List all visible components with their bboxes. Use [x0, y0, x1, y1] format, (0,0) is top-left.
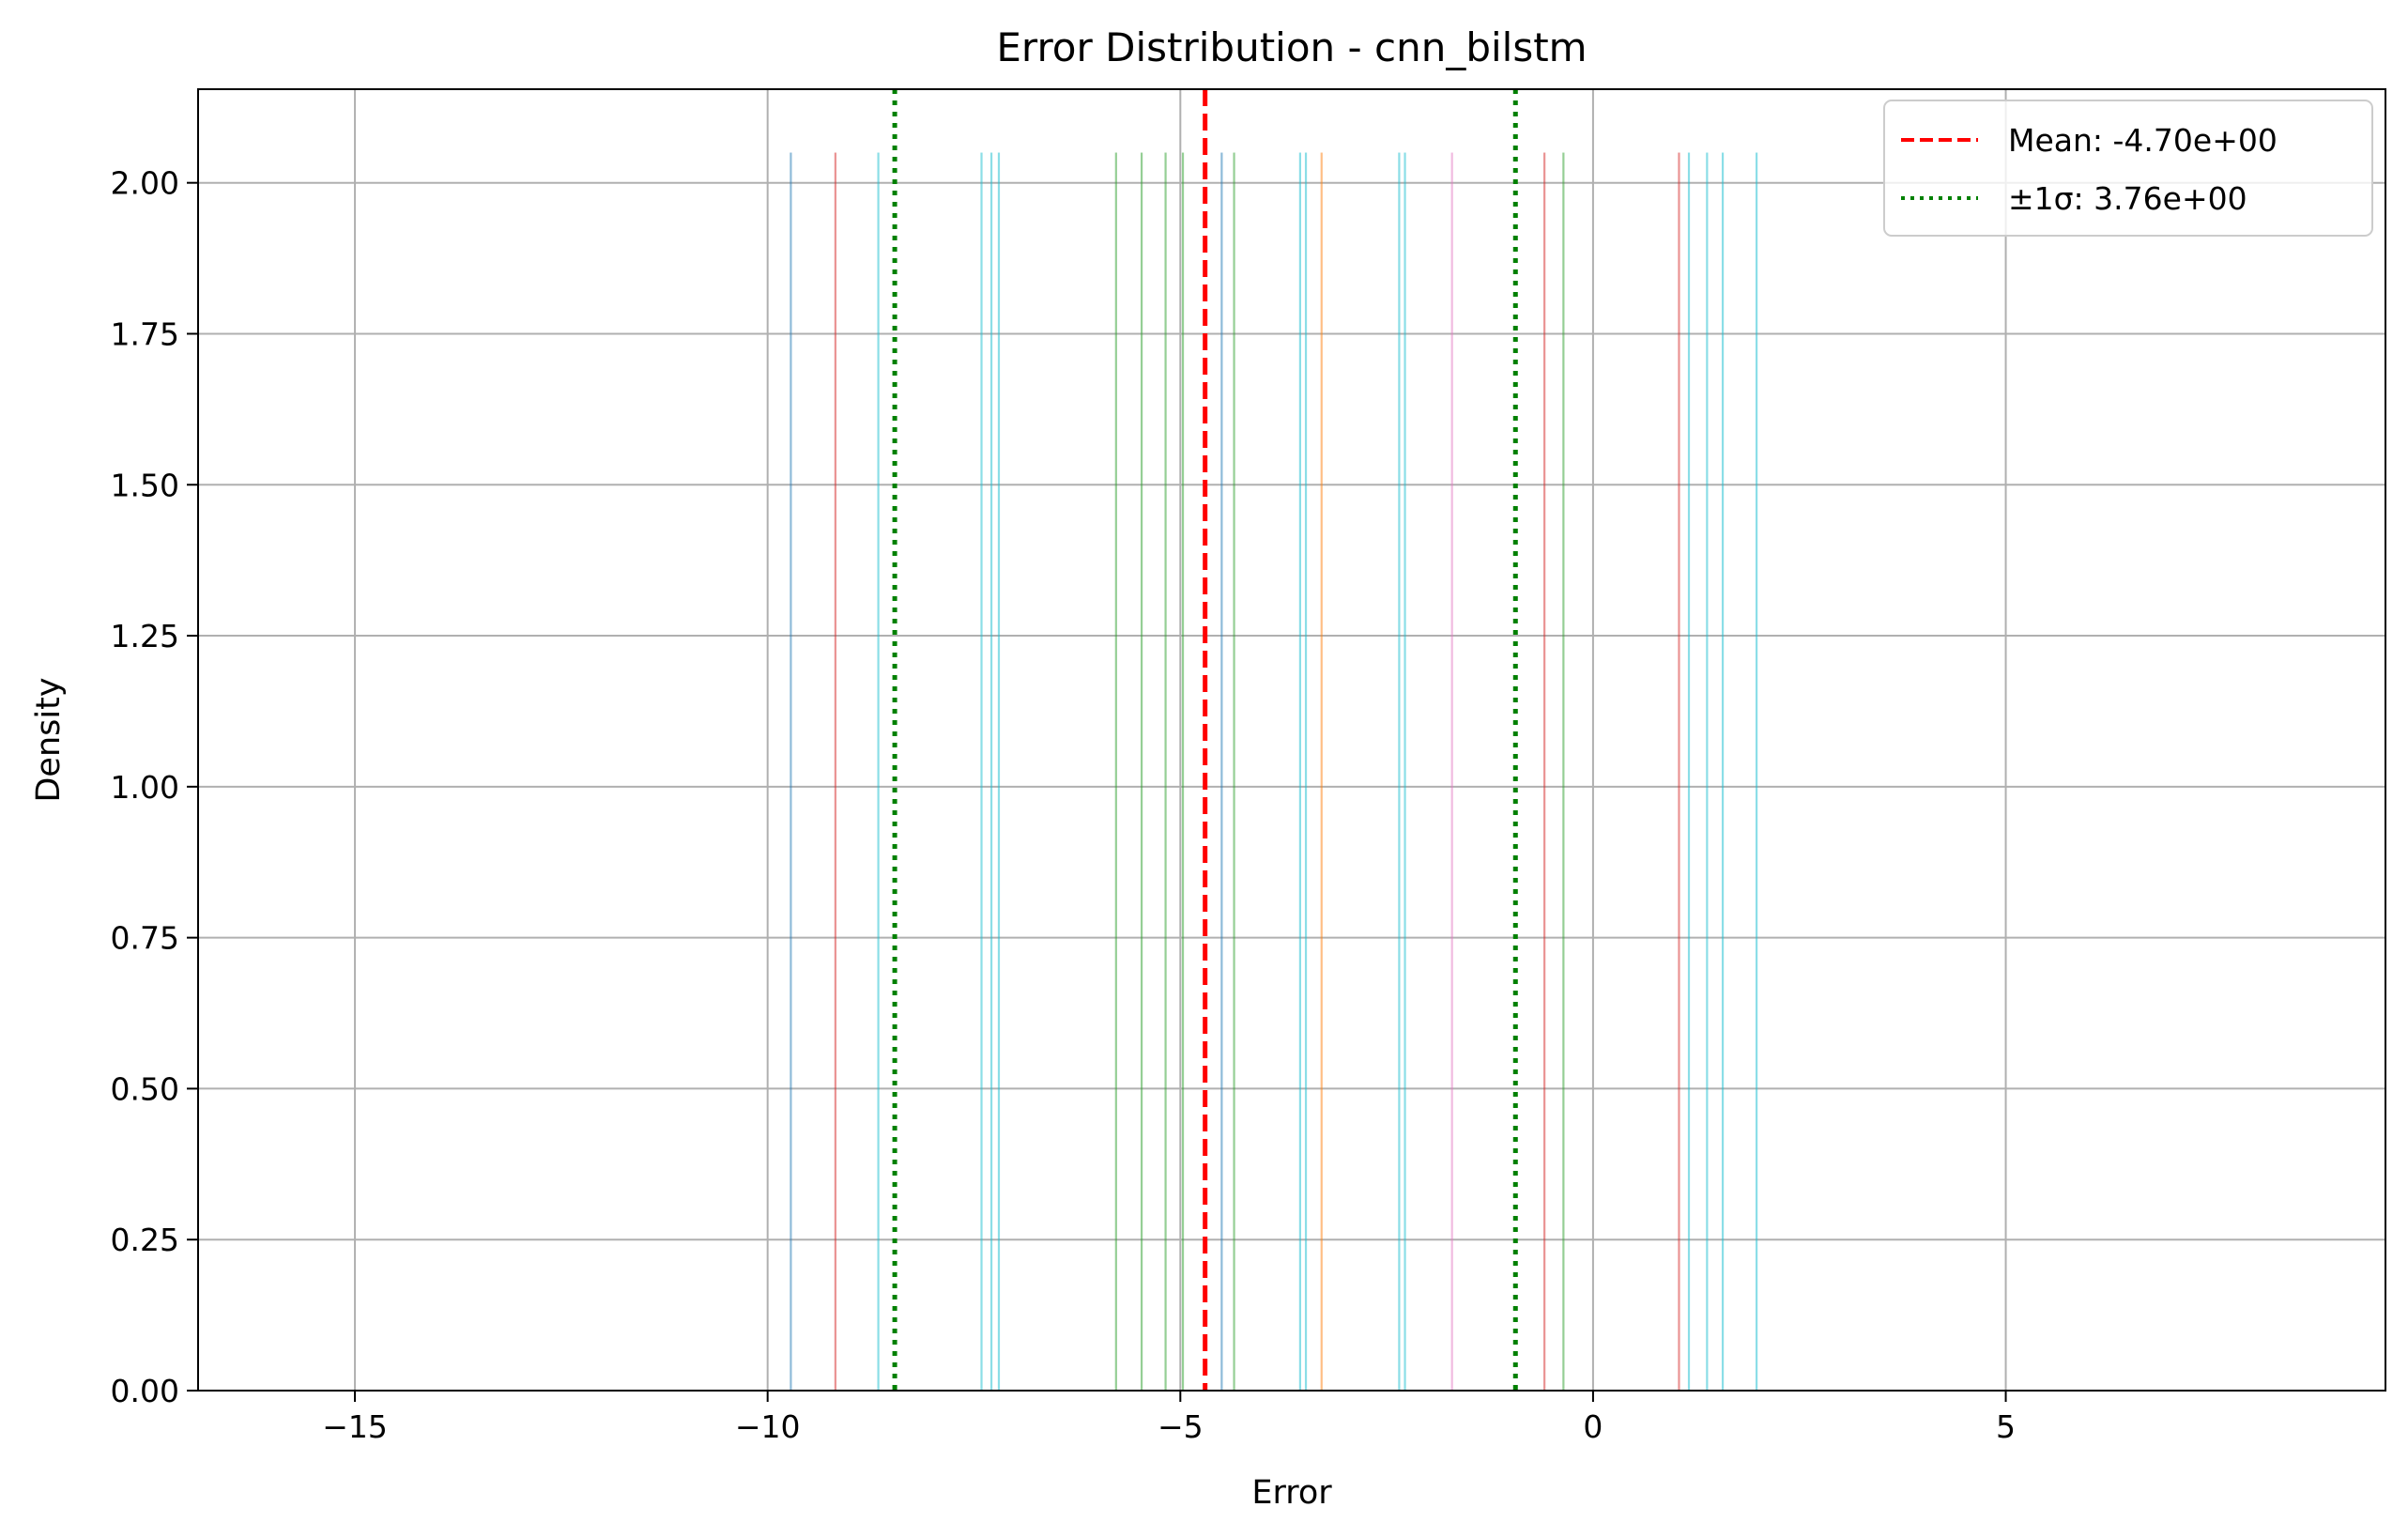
histogram-bar — [877, 152, 880, 1391]
histogram-bar — [1543, 152, 1546, 1391]
histogram-bar — [1678, 152, 1680, 1391]
x-tick-label: 0 — [1583, 1408, 1603, 1445]
histogram-bar — [1721, 152, 1725, 1391]
histogram-bar — [1403, 152, 1406, 1391]
chart-title: Error Distribution - cnn_bilstm — [996, 24, 1587, 70]
plot-frame — [197, 88, 2386, 1392]
histogram-bar — [989, 152, 993, 1391]
histogram-bar — [1687, 152, 1691, 1391]
y-tick-label: 1.50 — [111, 467, 179, 503]
histogram-bar — [1304, 152, 1308, 1391]
histogram-bar — [1298, 152, 1301, 1391]
histogram-bar — [1398, 152, 1401, 1391]
legend: Mean: -4.70e+00 ±1σ: 3.76e+00 — [1883, 100, 2373, 237]
y-tick-label: 0.00 — [111, 1373, 179, 1409]
histogram-bar — [790, 152, 792, 1391]
histogram-bar — [1233, 152, 1235, 1391]
y-tick-label: 1.25 — [111, 618, 179, 654]
histogram-bar — [1756, 152, 1758, 1391]
histogram-bar — [1706, 152, 1709, 1391]
x-tick-label: −5 — [1158, 1408, 1204, 1445]
histogram-bar — [1562, 152, 1565, 1391]
legend-sigma-label: ±1σ: 3.76e+00 — [2008, 180, 2247, 217]
histogram-bar — [1320, 152, 1323, 1391]
x-tick-label: −10 — [735, 1408, 801, 1445]
y-tick-label: 0.25 — [111, 1222, 179, 1258]
y-axis-ticks: 0.00 0.25 0.50 0.75 1.00 1.25 1.50 1.75 2.00 — [111, 165, 198, 1409]
y-tick-label: 1.75 — [111, 315, 179, 352]
legend-box — [1883, 100, 2373, 237]
y-tick-label: 0.75 — [111, 920, 179, 957]
y-axis-label: Density — [30, 677, 68, 802]
reference-lines — [892, 89, 1518, 1391]
histogram-bar — [1181, 152, 1185, 1391]
histogram-bar — [834, 152, 836, 1391]
histogram-bar — [1220, 152, 1223, 1391]
x-tick-label: 5 — [1996, 1408, 2016, 1445]
grid-lines — [198, 89, 2385, 1392]
x-axis-ticks: −15 −10 −5 0 5 — [322, 1391, 2016, 1445]
histogram-bar — [1164, 152, 1167, 1391]
y-tick-label: 1.00 — [111, 769, 179, 806]
legend-mean-label: Mean: -4.70e+00 — [2008, 122, 2278, 159]
histogram-bar — [980, 152, 983, 1391]
y-tick-label: 2.00 — [111, 165, 179, 202]
histogram-bar — [1140, 152, 1143, 1391]
x-tick-label: −15 — [322, 1408, 388, 1445]
histogram-bar — [997, 152, 1001, 1391]
y-tick-label: 0.50 — [111, 1070, 179, 1107]
histogram-bar — [1450, 152, 1453, 1391]
histogram-bars — [790, 152, 1758, 1391]
x-axis-label: Error — [1251, 1474, 1332, 1512]
histogram-bar — [1114, 152, 1117, 1391]
